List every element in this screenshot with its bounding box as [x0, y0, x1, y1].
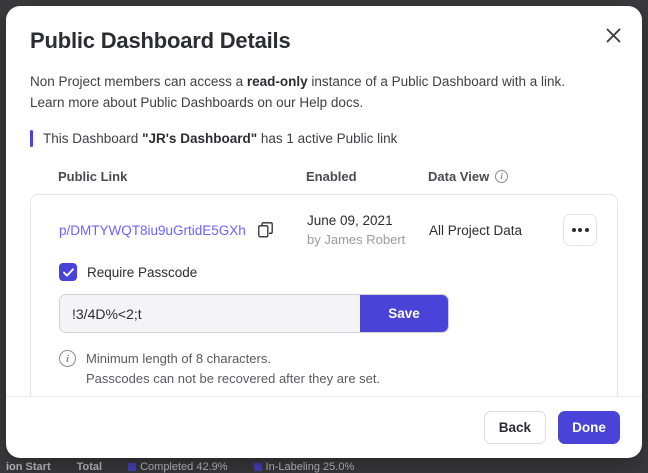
- back-button[interactable]: Back: [483, 411, 546, 444]
- notice-text-2: has 1 active Public link: [257, 131, 398, 147]
- passcode-hint-line-2: Passcodes can not be recovered after the…: [86, 370, 381, 386]
- enabled-cell: June 09, 2021 by James Robert: [307, 212, 429, 248]
- background-legend-item: In-Labeling 25.0%: [253, 461, 355, 473]
- enabled-by: by James Robert: [307, 231, 406, 247]
- require-passcode-row: Require Passcode: [47, 263, 601, 282]
- notice-text-1: This Dashboard: [43, 131, 143, 147]
- require-passcode-label: Require Passcode: [87, 264, 198, 280]
- page-title: Public Dashboard Details: [30, 28, 291, 53]
- passcode-hint-text: Minimum length of 8 characters. Passcode…: [86, 349, 380, 388]
- background-legend-label: In-Labeling 25.0%: [265, 461, 355, 473]
- modal-description: Non Project members can access a read-on…: [30, 72, 590, 114]
- ellipsis-dot: [584, 228, 589, 233]
- column-header-public-link: Public Link: [58, 169, 128, 185]
- ellipsis-icon[interactable]: [563, 214, 597, 247]
- passcode-input-group: Save: [59, 294, 449, 334]
- passcode-hint-line-1: Minimum length of 8 characters.: [86, 351, 271, 367]
- column-header-enabled: Enabled: [306, 169, 357, 185]
- public-link-card: p/DMTYWQT8iu9uGrtidE5GXh June 09, 2021 b…: [30, 194, 618, 396]
- modal-footer: Back Done: [6, 396, 642, 458]
- legend-swatch-icon: [253, 463, 262, 471]
- passcode-hint: i Minimum length of 8 characters. Passco…: [59, 349, 601, 388]
- copy-icon[interactable]: [257, 222, 273, 238]
- modal-body: Public Dashboard Details Non Project mem…: [6, 6, 642, 396]
- passcode-input[interactable]: [60, 295, 360, 333]
- public-dashboard-details-modal: Public Dashboard Details Non Project mem…: [6, 6, 642, 458]
- description-text-1: Non Project members can access a: [30, 74, 247, 90]
- save-button[interactable]: Save: [360, 295, 448, 333]
- description-text-2: instance of a Public Dashboard with a li…: [30, 74, 565, 111]
- notice-accent-bar: [30, 130, 33, 148]
- notice-text: This Dashboard "JR's Dashboard" has 1 ac…: [43, 131, 397, 146]
- table-row: p/DMTYWQT8iu9uGrtidE5GXh June 09, 2021 b…: [47, 209, 601, 251]
- notice-dashboard-name: "JR's Dashboard": [142, 131, 258, 147]
- background-label-start: ion Start: [6, 461, 51, 473]
- enabled-date: June 09, 2021: [307, 213, 393, 229]
- background-app-content: ion Start Total Completed 42.9% In-Label…: [0, 453, 648, 473]
- background-legend-item: Completed 42.9%: [128, 461, 228, 473]
- public-link-cell: p/DMTYWQT8iu9uGrtidE5GXh: [59, 222, 307, 238]
- column-header-data-view-label: Data View: [428, 169, 490, 185]
- active-link-notice: This Dashboard "JR's Dashboard" has 1 ac…: [30, 130, 618, 148]
- ellipsis-dot: [571, 228, 576, 233]
- public-link-url[interactable]: p/DMTYWQT8iu9uGrtidE5GXh: [59, 222, 246, 238]
- table-header: Public Link Enabled Data View i: [30, 169, 618, 184]
- legend-swatch-icon: [128, 463, 137, 471]
- background-legend-label: Completed 42.9%: [140, 461, 228, 473]
- done-button[interactable]: Done: [558, 411, 620, 444]
- info-icon[interactable]: i: [495, 170, 509, 184]
- close-icon[interactable]: [600, 22, 626, 48]
- ellipsis-dot: [578, 228, 582, 233]
- require-passcode-checkbox[interactable]: [59, 263, 77, 282]
- background-label-total: Total: [76, 461, 103, 473]
- info-icon: i: [59, 350, 76, 368]
- column-header-data-view: Data View i: [428, 169, 614, 184]
- description-emphasis: read-only: [246, 74, 308, 90]
- data-view-cell: All Project Data: [429, 222, 523, 238]
